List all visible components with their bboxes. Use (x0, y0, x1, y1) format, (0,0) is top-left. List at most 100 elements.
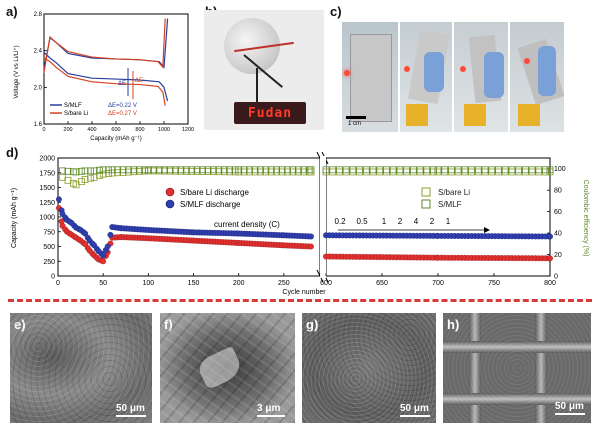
ce-point (273, 166, 281, 174)
ce-point (542, 166, 549, 174)
led-dot (344, 70, 350, 76)
ce-point (87, 174, 94, 182)
smlf-discharge-point (547, 233, 553, 240)
ce-point (81, 176, 89, 183)
ce-point (99, 170, 107, 178)
ce-point (383, 166, 390, 174)
ce-point (468, 166, 476, 174)
black-wire-2 (256, 68, 258, 108)
ce-point (336, 166, 343, 174)
ce-point (441, 168, 449, 176)
d-y-right-tick-label: 40 (554, 231, 562, 238)
panel-d-points (55, 166, 554, 265)
scale-bar-f: 3 μm (257, 403, 285, 417)
ce-point (204, 166, 212, 174)
ce-point (409, 166, 417, 174)
d-x-tick-label: 100 (143, 280, 155, 287)
ce-point (329, 166, 337, 174)
rate-label: 1 (382, 217, 387, 226)
ce-point (166, 166, 174, 174)
panel-c-label: c) (330, 4, 342, 19)
ce-point (336, 168, 343, 176)
d-x-tick-label: 0 (56, 280, 60, 287)
a-x-tick-label: 400 (87, 127, 96, 133)
ce-point (362, 168, 370, 176)
ce-point (307, 166, 315, 174)
led-sign-text: Fudan (247, 105, 293, 121)
ce-point (78, 178, 85, 186)
ce-point (64, 167, 72, 175)
ce-point (389, 166, 397, 174)
panel-e-label: e) (14, 317, 26, 332)
ce-point (409, 168, 417, 176)
panel-a-curves (43, 18, 169, 106)
ce-point (96, 166, 103, 174)
delta-e-red-label: ΔE (135, 78, 143, 84)
ce-point (448, 168, 455, 176)
bare-discharge-point (547, 255, 553, 262)
ce-point (396, 168, 404, 176)
d-x-tick-label: 50 (99, 280, 107, 287)
mesh-fiber-h2 (443, 393, 591, 405)
ce-point (369, 166, 377, 174)
ce-point (535, 168, 543, 176)
led-dot (524, 58, 530, 64)
a-x-tick-label: 600 (111, 127, 120, 133)
ce-point (488, 166, 496, 174)
legend-d-bare-ce: S/bare Li (438, 188, 470, 197)
scale-bar-h-label: 50 μm (555, 401, 584, 412)
ce-point (430, 168, 437, 176)
smlf-discharge-point (308, 233, 314, 240)
ce-point (461, 166, 469, 174)
a-x-tick-label: 0 (42, 127, 45, 133)
ce-point (322, 166, 330, 174)
scale-bar-e-label: 50 μm (116, 403, 145, 414)
fold-icon (464, 104, 486, 126)
ce-point (356, 168, 364, 176)
ce-point (105, 170, 112, 177)
d-x-tick-label: 800 (544, 280, 556, 287)
ce-point (125, 166, 132, 174)
ce-point (535, 166, 543, 174)
scale-bar-c (346, 116, 366, 119)
ce-point (515, 166, 523, 174)
ce-point (240, 166, 248, 174)
ce-point (349, 166, 357, 174)
ce-point (278, 166, 286, 174)
led-dot (404, 66, 410, 72)
ce-point (135, 166, 143, 174)
ce-point (256, 166, 264, 174)
ce-point (231, 166, 239, 174)
ce-point (362, 166, 370, 174)
ce-point (403, 168, 411, 176)
panel-a-x-label: Capacity (mAh g⁻¹) (90, 136, 142, 142)
current-density-label: current density (C) (214, 220, 280, 229)
ce-point (430, 166, 437, 174)
ce-point (235, 166, 243, 174)
ce-point (389, 168, 397, 176)
ce-point (416, 168, 424, 176)
ce-point (383, 168, 390, 176)
ce-point (441, 166, 449, 174)
ce-point (193, 166, 201, 174)
ce-point (454, 168, 462, 176)
legend-d-smlf-discharge: S/MLF discharge (180, 200, 241, 209)
ce-point (508, 168, 516, 176)
ce-point (454, 166, 462, 174)
ce-point (342, 166, 350, 174)
ce-point (448, 166, 455, 174)
d-y-right-tick-label: 0 (554, 274, 558, 281)
fold-icon (518, 104, 540, 126)
ce-point (474, 166, 482, 174)
smlf-discharge-point (82, 230, 89, 237)
d-y-right-tick-label: 100 (554, 166, 566, 173)
texture (302, 313, 436, 423)
a-x-tick-label: 1200 (182, 127, 194, 133)
mesh-fiber-h1 (443, 341, 591, 353)
ce-point (528, 168, 536, 176)
a-x-tick-label: 200 (63, 127, 72, 133)
d-y-left-tick-label: 2000 (39, 156, 55, 163)
a-y-tick-label: 2.8 (34, 12, 43, 18)
delta-e-blue-label: ΔE (118, 81, 126, 87)
fold-icon (406, 104, 428, 126)
